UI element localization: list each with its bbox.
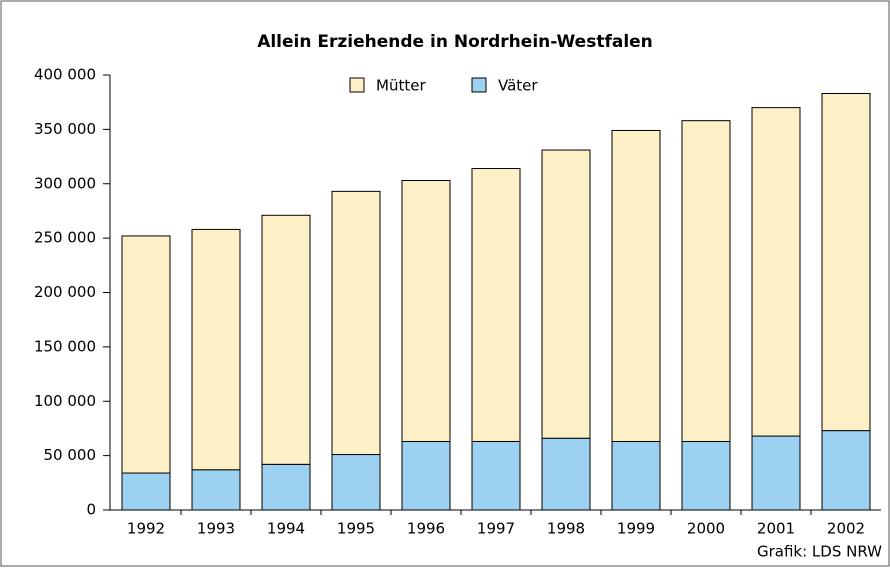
x-tick-label: 1997	[477, 520, 515, 538]
bar	[682, 121, 730, 442]
bar	[822, 93, 870, 430]
bar	[122, 236, 170, 473]
bar	[402, 441, 450, 510]
x-tick-label: 2001	[757, 520, 795, 538]
bar	[612, 130, 660, 441]
source: Grafik: LDS NRW	[757, 543, 882, 561]
legend-swatch	[350, 78, 364, 92]
bar	[472, 169, 520, 442]
chart: Allein Erziehende in Nordrhein-Westfalen…	[0, 0, 890, 567]
y-tick-label: 250 000	[34, 229, 96, 247]
y-tick-label: 50 000	[44, 446, 97, 464]
x-tick-label: 1998	[547, 520, 585, 538]
bar	[262, 215, 310, 464]
y-tick-label: 0	[86, 501, 96, 519]
x-tick-label: 1994	[267, 520, 305, 538]
x-tick-label: 1995	[337, 520, 375, 538]
y-tick-label: 400 000	[34, 66, 96, 84]
x-tick-label: 2002	[827, 520, 865, 538]
bar	[192, 229, 240, 469]
bar	[472, 441, 520, 510]
bar	[542, 438, 590, 510]
x-tick-label: 2000	[687, 520, 725, 538]
bar	[332, 191, 380, 454]
bar	[752, 436, 800, 510]
y-tick-label: 200 000	[34, 283, 96, 301]
bar	[122, 473, 170, 510]
y-tick-label: 150 000	[34, 337, 96, 355]
y-tick-label: 100 000	[34, 392, 96, 410]
y-tick-label: 300 000	[34, 174, 96, 192]
bar	[822, 431, 870, 510]
chart-title: Allein Erziehende in Nordrhein-Westfalen	[257, 32, 653, 52]
bar	[752, 108, 800, 436]
bar	[332, 455, 380, 510]
bar	[612, 441, 660, 510]
bar	[682, 441, 730, 510]
legend-swatch	[472, 78, 486, 92]
x-tick-label: 1999	[617, 520, 655, 538]
bar	[262, 464, 310, 510]
legend-label: Väter	[498, 77, 538, 95]
x-tick-label: 1992	[127, 520, 165, 538]
x-tick-label: 1996	[407, 520, 445, 538]
x-tick-label: 1993	[197, 520, 235, 538]
bar	[402, 180, 450, 441]
bar	[542, 150, 590, 438]
y-tick-label: 350 000	[34, 120, 96, 138]
legend-label: Mütter	[376, 77, 426, 95]
bar	[192, 470, 240, 510]
